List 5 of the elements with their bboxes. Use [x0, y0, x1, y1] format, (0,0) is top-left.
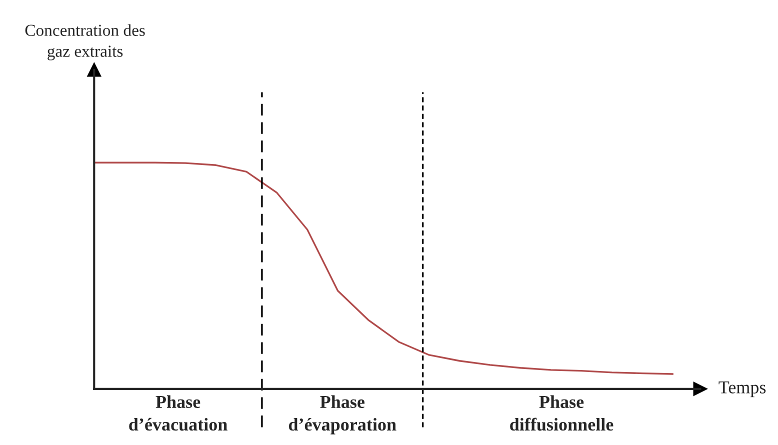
text: Phase d’évaporation [288, 395, 396, 434]
text: Phase d’évacuation [129, 395, 228, 431]
text: Concentration des gaz extraits [25, 24, 145, 60]
text: Phase diffusionnelle [510, 395, 614, 431]
x-axis-title: Temps [718, 381, 766, 398]
